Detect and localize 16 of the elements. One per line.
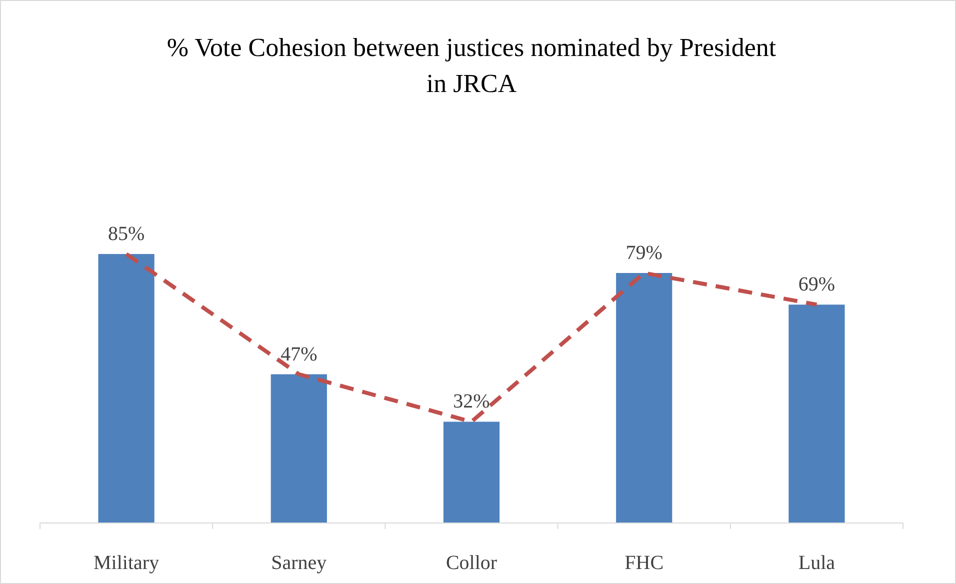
data-label: 69% xyxy=(798,274,836,296)
x-tick-label: Collor xyxy=(446,552,498,574)
data-label: 85% xyxy=(108,223,145,245)
data-label: 32% xyxy=(453,390,490,413)
bar xyxy=(788,304,845,523)
x-tick-label: Sarney xyxy=(271,552,327,574)
data-label: 47% xyxy=(280,343,318,366)
bar xyxy=(616,272,672,523)
x-tick-label: FHC xyxy=(624,552,664,574)
x-tick-label: Military xyxy=(94,552,160,574)
x-tick-label: Lula xyxy=(798,552,836,574)
bar xyxy=(443,422,500,523)
bar xyxy=(270,374,327,523)
bar xyxy=(98,254,154,523)
data-label: 79% xyxy=(626,242,662,264)
chart-title: % Vote Cohesion between justices nominated by President in JRCA xyxy=(166,33,777,98)
